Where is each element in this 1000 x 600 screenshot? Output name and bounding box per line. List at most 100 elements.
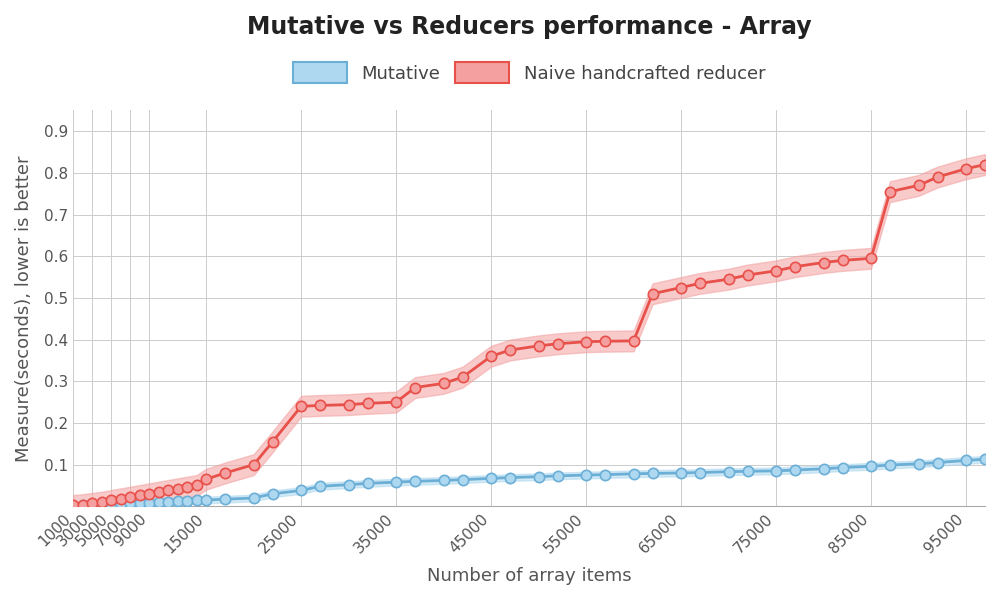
Point (160, 485, 176, 495)
Point (578, 337, 594, 346)
Point (84, 499, 100, 508)
Point (65, 500, 81, 510)
Point (692, 278, 708, 288)
Point (816, 464, 832, 473)
Point (151, 497, 167, 507)
Point (341, 480, 357, 490)
Point (645, 289, 661, 299)
Point (198, 475, 214, 484)
Point (721, 274, 737, 284)
Point (407, 383, 423, 392)
Point (141, 489, 157, 499)
Point (597, 470, 613, 479)
Point (360, 398, 376, 408)
Point (816, 258, 832, 268)
Point (502, 473, 518, 482)
Point (863, 254, 879, 263)
Point (597, 337, 613, 346)
Point (455, 373, 471, 382)
Point (103, 496, 119, 505)
Point (863, 461, 879, 471)
Point (265, 437, 281, 446)
Point (768, 466, 784, 476)
Point (930, 172, 946, 182)
Point (160, 497, 176, 506)
Point (550, 471, 566, 481)
Point (94, 497, 110, 507)
Point (198, 495, 214, 505)
Point (65, 501, 81, 511)
Point (835, 463, 851, 472)
Point (455, 475, 471, 484)
Point (436, 379, 452, 388)
Point (84, 500, 100, 510)
Point (958, 164, 974, 173)
Point (407, 476, 423, 486)
Point (113, 499, 129, 509)
Point (103, 499, 119, 509)
Point (645, 469, 661, 478)
Point (341, 400, 357, 409)
Legend: Mutative, Naive handcrafted reducer: Mutative, Naive handcrafted reducer (286, 55, 772, 90)
Point (740, 466, 756, 476)
Point (531, 472, 547, 482)
Point (293, 401, 309, 411)
Point (75, 500, 91, 509)
Point (122, 499, 138, 508)
Point (626, 469, 642, 479)
Point (312, 401, 328, 410)
Point (483, 473, 499, 483)
Point (75, 500, 91, 510)
Point (265, 489, 281, 499)
Point (911, 181, 927, 190)
Point (141, 498, 157, 508)
Point (626, 336, 642, 346)
Title: Mutative vs Reducers performance - Array: Mutative vs Reducers performance - Array (247, 15, 811, 39)
Point (882, 460, 898, 470)
Point (502, 345, 518, 355)
Point (721, 467, 737, 476)
Point (930, 458, 946, 467)
Point (768, 266, 784, 275)
Point (911, 459, 927, 469)
X-axis label: Number of array items: Number of array items (427, 567, 631, 585)
Point (189, 481, 205, 490)
Point (531, 341, 547, 350)
Point (882, 187, 898, 196)
Point (132, 491, 148, 500)
Point (170, 484, 186, 494)
Point (113, 494, 129, 503)
Point (578, 470, 594, 480)
Point (189, 496, 205, 505)
Point (388, 478, 404, 487)
Point (246, 493, 262, 503)
Point (179, 482, 195, 492)
Point (692, 468, 708, 478)
Point (179, 496, 195, 506)
Point (483, 352, 499, 361)
Point (436, 476, 452, 485)
Point (835, 256, 851, 265)
Point (550, 339, 566, 349)
Point (787, 262, 803, 271)
Point (787, 465, 803, 475)
Point (293, 485, 309, 495)
Point (673, 283, 689, 292)
Point (122, 493, 138, 502)
Point (360, 479, 376, 488)
Point (132, 498, 148, 508)
Point (246, 460, 262, 469)
Point (217, 494, 233, 504)
Point (151, 487, 167, 497)
Point (673, 468, 689, 478)
Point (388, 397, 404, 407)
Point (977, 454, 993, 464)
Point (217, 468, 233, 478)
Point (958, 455, 974, 465)
Point (740, 270, 756, 280)
Y-axis label: Measure(seconds), lower is better: Measure(seconds), lower is better (15, 155, 33, 461)
Point (977, 160, 993, 169)
Point (312, 481, 328, 491)
Point (94, 500, 110, 509)
Point (170, 497, 186, 506)
